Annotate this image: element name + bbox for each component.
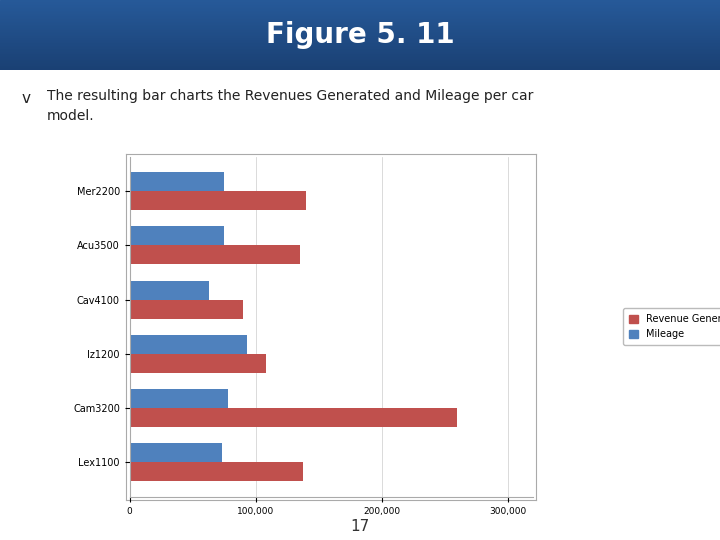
Bar xyxy=(0,11,720,12)
Bar xyxy=(0,17,720,18)
Bar xyxy=(0,12,720,14)
Bar xyxy=(0,69,720,70)
Bar xyxy=(0,60,720,62)
Bar xyxy=(130,191,306,210)
Bar xyxy=(0,23,720,24)
Bar xyxy=(0,35,720,37)
Bar xyxy=(130,335,247,354)
Bar xyxy=(0,5,720,7)
Bar xyxy=(130,389,228,408)
Bar xyxy=(130,300,243,319)
Bar xyxy=(0,39,720,40)
Bar xyxy=(0,48,720,49)
Bar xyxy=(0,4,720,5)
Text: v: v xyxy=(22,91,30,106)
Text: Figure 5. 11: Figure 5. 11 xyxy=(266,21,454,49)
Text: The resulting bar charts the Revenues Generated and Mileage per car
model.: The resulting bar charts the Revenues Ge… xyxy=(47,89,534,123)
Bar xyxy=(0,55,720,56)
Bar xyxy=(0,16,720,17)
Bar xyxy=(0,44,720,45)
Bar xyxy=(0,32,720,33)
Bar xyxy=(0,7,720,9)
Text: 17: 17 xyxy=(351,519,369,534)
Bar xyxy=(0,14,720,16)
Bar xyxy=(0,25,720,26)
Bar xyxy=(0,46,720,48)
Bar xyxy=(130,245,300,264)
Bar xyxy=(0,21,720,23)
Bar xyxy=(130,281,209,300)
Bar xyxy=(0,45,720,46)
Bar xyxy=(130,172,224,191)
Bar xyxy=(0,33,720,35)
Bar xyxy=(0,2,720,3)
Bar xyxy=(0,56,720,58)
Bar xyxy=(0,3,720,4)
Bar xyxy=(0,18,720,19)
Bar xyxy=(0,66,720,68)
Bar xyxy=(0,63,720,65)
Bar xyxy=(0,10,720,11)
Bar xyxy=(0,9,720,10)
Bar xyxy=(0,26,720,28)
Bar xyxy=(130,226,224,245)
Bar xyxy=(0,0,720,2)
Bar xyxy=(0,49,720,51)
Bar xyxy=(0,58,720,59)
Bar xyxy=(0,38,720,39)
Legend: Revenue Generated, Mileage: Revenue Generated, Mileage xyxy=(623,308,720,345)
Bar xyxy=(130,408,457,427)
Bar xyxy=(0,51,720,52)
Bar xyxy=(130,462,304,481)
Bar xyxy=(0,28,720,30)
Bar xyxy=(130,354,266,373)
Bar xyxy=(0,19,720,21)
Bar xyxy=(0,53,720,55)
Bar xyxy=(0,52,720,53)
Bar xyxy=(0,65,720,66)
Bar xyxy=(0,42,720,44)
Bar xyxy=(0,24,720,25)
Bar xyxy=(0,59,720,60)
Bar xyxy=(0,30,720,31)
Bar xyxy=(0,68,720,69)
Bar xyxy=(0,40,720,42)
Bar xyxy=(130,443,222,462)
Bar xyxy=(0,37,720,38)
Bar xyxy=(0,62,720,63)
Bar xyxy=(0,31,720,32)
